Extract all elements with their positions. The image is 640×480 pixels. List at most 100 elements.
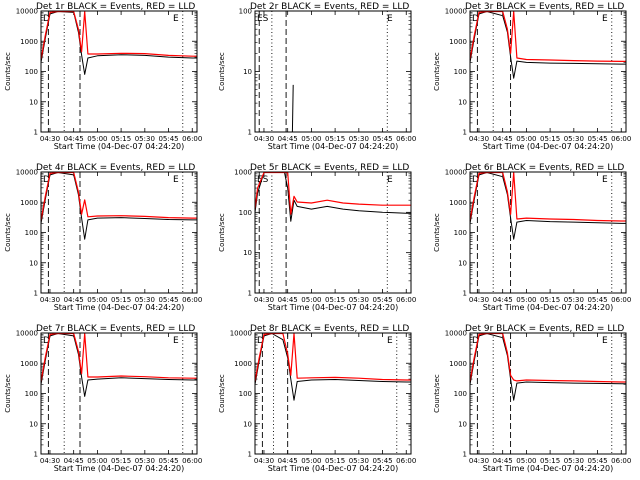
x-tick-label: 04:30 [254,457,274,465]
x-tick-label: 06:00 [611,296,631,304]
detector-panel: Det 5r BLACK = Events, RED = LLD 1 10 100 10… [218,163,416,312]
plot-frame [254,171,412,294]
y-tick-label: 1000 [20,360,38,368]
y-tick-label: 100 [25,229,38,237]
y-tick-label: 1000 [449,360,467,368]
events-series-line [469,11,626,79]
x-tick-label: 05:45 [158,135,178,143]
corner-label-right: E [387,336,393,346]
y-tick-label: 10 [29,420,38,428]
events-series-line [40,11,197,75]
y-tick-label: 1000 [20,38,38,46]
panel-title: Det 3r BLACK = Events, RED = LLD [465,2,624,12]
x-tick-label: 04:30 [40,296,60,304]
corner-label-right: E [387,175,393,185]
y-axis-label: Counts/sec [218,52,226,91]
corner-label-left: D [472,14,479,24]
events-series-line [469,333,626,401]
events-series-line [40,333,197,397]
x-tick-label: 05:45 [158,457,178,465]
plot-frame [40,10,198,133]
x-tick-label: 05:15 [111,135,131,143]
y-axis-label: Counts/sec [218,374,226,413]
y-tick-label: 1 [248,290,252,298]
y-tick-label: 100 [454,68,467,76]
x-tick-label: 05:30 [135,457,155,465]
x-tick-label: 05:15 [325,296,345,304]
y-tick-label: 10 [29,259,38,267]
y-tick-label: 10 [29,98,38,106]
detector-panel: Det 4r BLACK = Events, RED = LLD 1 10 100 10… [4,163,202,312]
panel-title: Det 4r BLACK = Events, RED = LLD [36,163,195,173]
x-axis-label: Start Time (04-Dec-07 04:24:20) [268,142,399,151]
x-tick-label: 06:00 [396,296,416,304]
x-tick-label: 04:45 [278,135,298,143]
x-tick-label: 05:45 [372,135,392,143]
x-tick-label: 05:30 [349,457,369,465]
corner-label-right: E [387,14,393,24]
corner-label-left: D [43,175,50,185]
plot-frame [40,332,198,455]
x-axis-label: Start Time (04-Dec-07 04:24:20) [54,464,185,473]
x-tick-label: 06:00 [396,457,416,465]
x-tick-label: 04:45 [64,296,84,304]
detector-panel: Det 2r BLACK = Events, RED = LLD 1 10 100 04… [218,2,416,151]
detector-panel: Det 7r BLACK = Events, RED = LLD 1 10 100 10… [4,324,202,473]
x-tick-label: 05:15 [111,457,131,465]
x-tick-label: 06:00 [611,457,631,465]
y-tick-label: 1 [248,451,252,459]
x-tick-label: 05:15 [540,457,560,465]
x-tick-label: 05:15 [325,135,345,143]
plot-frame [469,10,627,133]
x-tick-label: 05:15 [540,296,560,304]
y-tick-label: 10 [243,68,252,76]
y-tick-label: 10000 [16,330,38,338]
y-tick-label: 10000 [16,169,38,177]
x-tick-label: 04:45 [493,457,513,465]
corner-label-right: E [602,175,608,185]
x-tick-label: 05:00 [87,135,107,143]
x-tick-label: 04:30 [254,135,274,143]
x-tick-label: 04:45 [64,135,84,143]
x-tick-label: 05:45 [587,457,607,465]
panel-title: Det 9r BLACK = Events, RED = LLD [465,324,624,334]
y-tick-label: 10000 [445,169,467,177]
y-tick-label: 1000 [449,199,467,207]
y-axis-label: Counts/sec [433,374,441,413]
y-tick-label: 1 [463,129,467,137]
y-axis-label: Counts/sec [218,213,226,252]
x-axis-label: Start Time (04-Dec-07 04:24:20) [54,142,185,151]
corner-label-left: ES [257,14,269,24]
y-axis-label: Counts/sec [4,213,12,252]
x-tick-label: 05:00 [301,296,321,304]
corner-label-left: ES [257,175,269,185]
plot-frame [254,332,412,455]
y-axis-label: Counts/sec [433,213,441,252]
plot-frame [40,171,198,294]
panel-title: Det 7r BLACK = Events, RED = LLD [36,324,195,334]
y-tick-label: 1000 [234,360,252,368]
y-tick-label: 10 [458,98,467,106]
detector-panel: Det 1r BLACK = Events, RED = LLD 1 10 100 10… [4,2,202,151]
y-tick-label: 10 [243,420,252,428]
x-tick-label: 05:30 [135,296,155,304]
y-tick-label: 1 [34,451,38,459]
x-axis-label: Start Time (04-Dec-07 04:24:20) [54,303,185,312]
x-tick-label: 05:15 [325,457,345,465]
x-tick-label: 05:30 [564,457,584,465]
x-tick-label: 06:00 [182,457,202,465]
x-tick-label: 04:30 [469,457,489,465]
plot-frame [254,10,412,133]
corner-label-left: D [472,336,479,346]
plot-frame [469,332,627,455]
x-tick-label: 05:45 [587,296,607,304]
y-tick-label: 10000 [445,8,467,16]
events-series-line [291,84,294,133]
events-series-line [254,333,411,401]
x-tick-label: 05:45 [587,135,607,143]
lld-series-line [40,171,197,221]
x-tick-label: 05:45 [158,296,178,304]
x-tick-label: 04:30 [469,135,489,143]
corner-label-left: D [43,14,50,24]
panel-title: Det 2r BLACK = Events, RED = LLD [250,2,409,12]
